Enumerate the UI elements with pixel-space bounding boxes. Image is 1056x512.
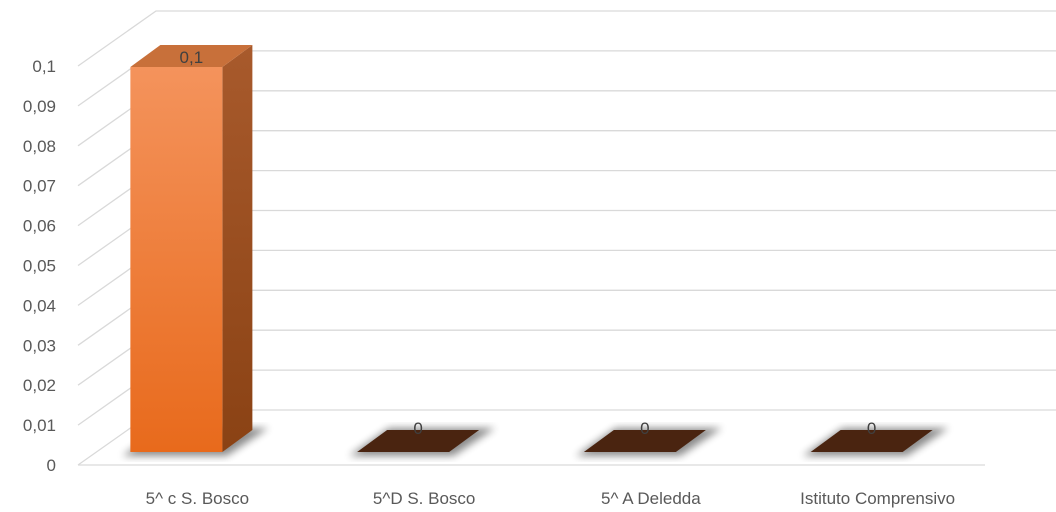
x-tick-label: Istituto Comprensivo [800,489,955,508]
y-tick-label: 0,09 [23,97,56,116]
bar [357,430,480,452]
data-label: 0 [867,419,876,438]
y-tick-label: 0,01 [23,416,56,435]
y-tick-label: 0,08 [23,137,56,156]
x-axis: 5^ c S. Bosco 5^D S. Bosco 5^ A Deledda Ist… [146,489,955,508]
data-labels: 0,1 0 0 0 [180,48,877,438]
x-tick-label: 5^ A Deledda [601,489,701,508]
y-tick-label: 0,1 [32,57,56,76]
bar [810,430,933,452]
data-label: 0,1 [180,48,204,67]
bar-side [222,45,253,452]
y-tick-label: 0,02 [23,376,56,395]
y-axis: 0 0,01 0,02 0,03 0,04 0,05 0,06 0,07 0,08 0,09 0,1 [23,57,56,475]
data-label: 0 [413,419,422,438]
bar-top [130,45,253,67]
bar [130,67,223,452]
bar [583,430,706,452]
y-tick-label: 0,04 [23,296,56,315]
y-tick-label: 0,05 [23,257,56,276]
y-tick-label: 0 [47,456,56,475]
gridline [77,10,1056,67]
data-label: 0 [640,419,649,438]
y-tick-label: 0,06 [23,217,56,236]
bars [122,45,949,456]
y-tick-label: 0,07 [23,177,56,196]
x-tick-label: 5^ c S. Bosco [146,489,249,508]
x-tick-label: 5^D S. Bosco [373,489,475,508]
y-tick-label: 0,03 [23,336,56,355]
